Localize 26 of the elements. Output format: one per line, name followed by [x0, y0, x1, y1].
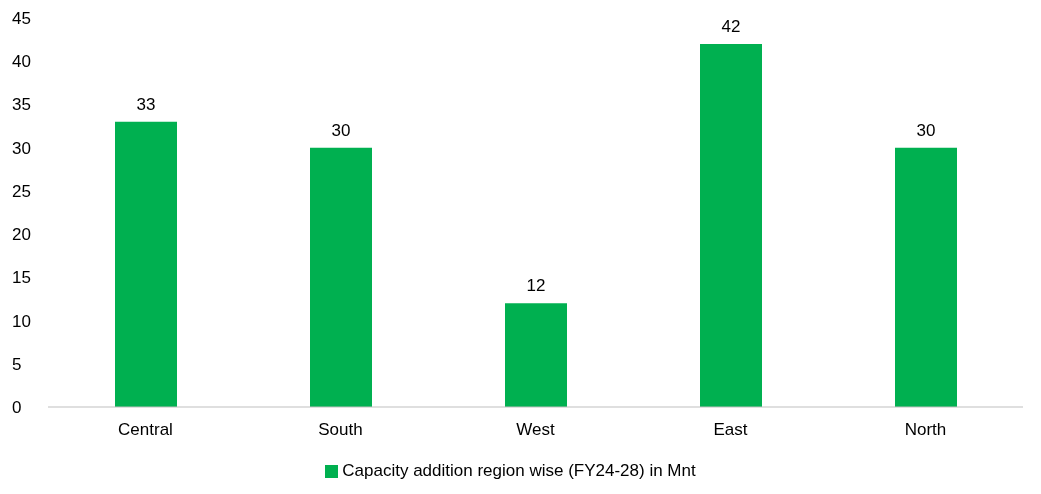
x-tick-label: North: [904, 420, 947, 440]
y-tick-label: 15: [12, 268, 31, 288]
bar: [505, 303, 567, 407]
y-tick-label: 40: [12, 52, 31, 72]
y-tick-label: 30: [12, 138, 31, 158]
data-label: 30: [916, 120, 936, 140]
x-tick-label: East: [713, 420, 748, 440]
y-tick-label: 0: [12, 398, 22, 418]
legend-label: Capacity addition region wise (FY24-28) in Mnt: [342, 461, 696, 480]
data-label: 30: [331, 120, 351, 140]
y-tick-label: 5: [12, 354, 22, 374]
data-label: 12: [526, 276, 546, 296]
y-tick-label: 35: [12, 95, 31, 115]
x-tick-label: Central: [118, 420, 173, 440]
y-tick-label: 25: [12, 181, 31, 201]
y-tick-label: 20: [12, 225, 31, 245]
bar: [700, 43, 762, 407]
bar: [310, 147, 372, 407]
x-tick-label: West: [516, 420, 555, 440]
y-tick-label: 45: [12, 9, 31, 29]
data-label: 42: [721, 16, 741, 36]
x-tick-label: South: [318, 420, 363, 440]
data-label: 33: [136, 94, 156, 114]
bar: [115, 121, 177, 407]
bar: [895, 147, 957, 407]
y-tick-label: 10: [12, 311, 31, 331]
